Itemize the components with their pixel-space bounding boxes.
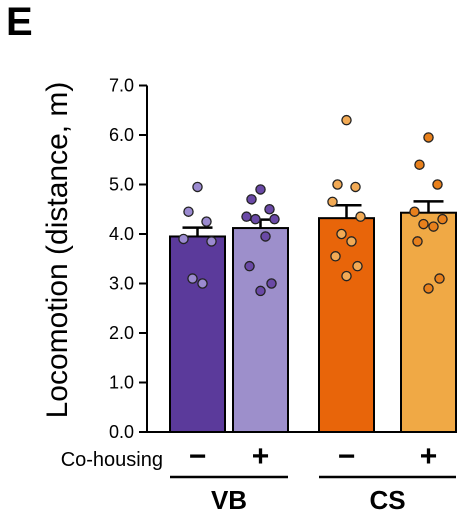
- data-point: [197, 278, 208, 289]
- data-point: [418, 218, 429, 230]
- cohousing-sign: +: [252, 440, 270, 473]
- bar: [169, 235, 226, 433]
- data-point: [260, 231, 271, 242]
- group-label: VB: [211, 485, 247, 515]
- group-label: CS: [369, 485, 405, 515]
- data-point: [350, 181, 361, 193]
- data-point: [428, 221, 439, 232]
- y-tick-label: 2.0: [109, 323, 134, 343]
- data-point: [346, 236, 357, 247]
- data-point: [437, 213, 448, 225]
- y-tick-label: 1.0: [109, 373, 134, 393]
- factor-label: Co-housing: [61, 449, 163, 471]
- data-point: [244, 260, 255, 272]
- data-point: [423, 283, 434, 294]
- data-point: [201, 216, 212, 227]
- y-tick-label: 3.0: [109, 274, 134, 294]
- data-point: [264, 203, 275, 215]
- bars: [169, 211, 457, 433]
- data-point: [250, 213, 261, 225]
- data-point: [266, 278, 277, 289]
- data-point: [352, 260, 363, 272]
- data-point: [332, 179, 343, 190]
- y-tick-label: 7.0: [109, 76, 134, 96]
- data-point: [341, 270, 352, 282]
- data-point: [432, 179, 443, 190]
- data-point: [255, 184, 266, 195]
- data-point: [187, 273, 198, 284]
- data-point: [206, 236, 217, 247]
- data-point: [192, 181, 203, 193]
- data-point: [355, 211, 366, 222]
- y-tick-label: 6.0: [109, 125, 134, 145]
- data-point: [341, 114, 352, 126]
- data-point: [336, 228, 347, 240]
- data-point: [412, 236, 423, 247]
- data-point: [434, 273, 445, 284]
- data-point: [330, 251, 341, 262]
- data-points: [178, 114, 448, 297]
- y-tick-label: 4.0: [109, 224, 134, 244]
- data-point: [409, 206, 420, 217]
- data-point: [241, 211, 252, 222]
- y-tick-label: 0.0: [109, 422, 134, 442]
- panel-label: E: [6, 0, 33, 44]
- data-point: [423, 132, 434, 143]
- data-point: [327, 196, 338, 208]
- data-point: [269, 213, 280, 225]
- x-labels: Co-housing − +VB− +CS: [61, 440, 456, 515]
- cohousing-sign: −: [338, 440, 356, 473]
- data-point: [178, 233, 189, 245]
- y-axis: 0.0 1.0 2.0 3.0 4.0 5.0 6.0 7.0: [109, 76, 148, 442]
- cohousing-sign: +: [420, 440, 438, 473]
- bar: [318, 217, 375, 433]
- bar: [232, 227, 289, 433]
- data-point: [255, 285, 266, 297]
- y-tick-label: 5.0: [109, 175, 134, 195]
- data-point: [183, 206, 194, 217]
- cohousing-sign: −: [189, 440, 207, 473]
- data-point: [246, 194, 257, 205]
- bar: [400, 211, 457, 433]
- data-point: [414, 159, 425, 170]
